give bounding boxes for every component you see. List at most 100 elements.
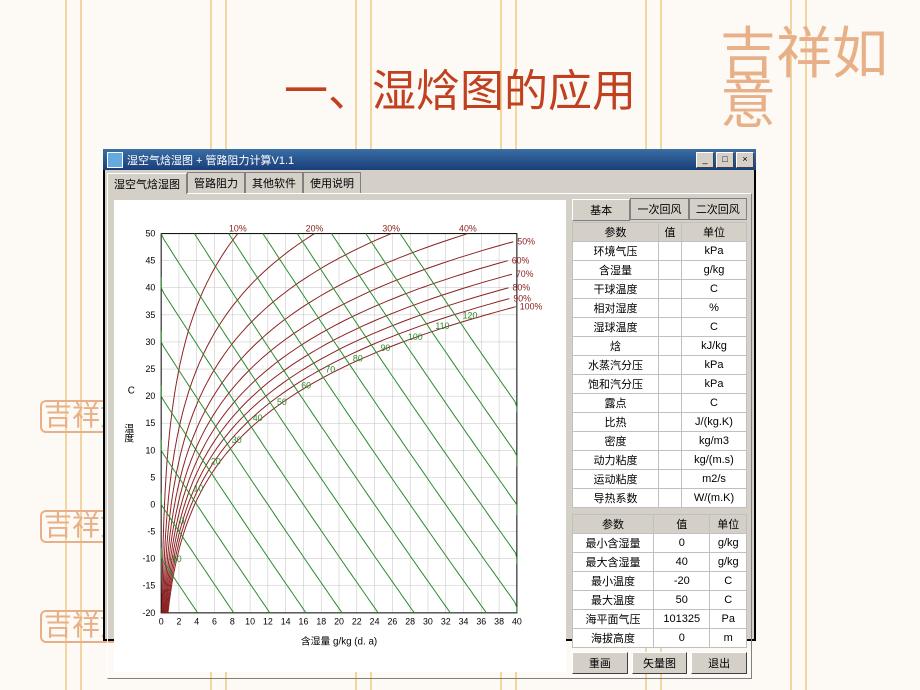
param-name: 密度 — [573, 432, 659, 451]
svg-text:40: 40 — [512, 617, 522, 627]
param-name: 露点 — [573, 394, 659, 413]
subtab-basic[interactable]: 基本 — [572, 199, 630, 221]
svg-text:36: 36 — [476, 617, 486, 627]
tab-other[interactable]: 其他软件 — [245, 172, 303, 193]
param-unit: C — [681, 394, 746, 413]
param-unit: kg/(m.s) — [681, 451, 746, 470]
param-value[interactable]: 101325 — [654, 610, 710, 629]
param-value — [659, 337, 682, 356]
table-row: 最小温度-20C — [573, 572, 747, 591]
redraw-button[interactable]: 重画 — [572, 652, 628, 674]
param-unit: Pa — [710, 610, 747, 629]
svg-text:80%: 80% — [512, 283, 530, 293]
param-unit: C — [681, 318, 746, 337]
svg-text:-10: -10 — [143, 554, 156, 564]
param-name: 焓 — [573, 337, 659, 356]
svg-text:10%: 10% — [229, 224, 247, 234]
param-value[interactable]: -20 — [654, 572, 710, 591]
svg-text:60: 60 — [301, 381, 311, 391]
param-unit: m — [710, 629, 747, 648]
param-value[interactable]: 0 — [654, 629, 710, 648]
svg-text:80: 80 — [353, 354, 363, 364]
subtab-primary[interactable]: 一次回风 — [630, 198, 688, 220]
svg-text:C: C — [128, 386, 135, 397]
param-unit: g/kg — [681, 261, 746, 280]
page-title: 一、湿焓图的应用 — [0, 55, 920, 119]
main-tabs: 湿空气焓湿图 管路阻力 其他软件 使用说明 — [105, 170, 754, 193]
tab-help[interactable]: 使用说明 — [303, 172, 361, 193]
param-name: 相对湿度 — [573, 299, 659, 318]
svg-text:38: 38 — [494, 617, 504, 627]
svg-text:-10: -10 — [169, 554, 182, 564]
client-area: 湿空气焓湿图 管路阻力 其他软件 使用说明 024681012141618202… — [105, 170, 754, 639]
table-row: 露点 C — [573, 394, 747, 413]
param-name: 饱和汽分压 — [573, 375, 659, 394]
table-row: 环境气压 kPa — [573, 242, 747, 261]
param-unit: kJ/kg — [681, 337, 746, 356]
param-name: 最小温度 — [573, 572, 654, 591]
svg-text:20%: 20% — [306, 224, 324, 234]
param-unit: kg/m3 — [681, 432, 746, 451]
minimize-button[interactable]: _ — [696, 152, 714, 168]
tab-psychro[interactable]: 湿空气焓湿图 — [107, 173, 187, 194]
range-table: 参数值单位最小含湿量0g/kg最大含湿量40g/kg最小温度-20C最大温度50… — [572, 514, 747, 648]
svg-text:110: 110 — [435, 321, 449, 331]
svg-text:16: 16 — [299, 617, 309, 627]
svg-text:18: 18 — [316, 617, 326, 627]
table-row: 最小含湿量0g/kg — [573, 534, 747, 553]
svg-text:温度: 温度 — [122, 423, 134, 444]
param-unit: W/(m.K) — [681, 489, 746, 508]
maximize-button[interactable]: □ — [716, 152, 734, 168]
vector-button[interactable]: 矢量图 — [632, 652, 688, 674]
psychrometric-chart[interactable]: 0246810121416182022242628303234363840-20… — [114, 200, 566, 672]
workarea: 0246810121416182022242628303234363840-20… — [107, 193, 752, 679]
col-header: 值 — [654, 515, 710, 534]
params-table: 参数值单位环境气压kPa含湿量g/kg干球温度C相对湿度%湿球温度C焓kJ/kg… — [572, 222, 747, 508]
button-row: 重画 矢量图 退出 — [572, 652, 747, 674]
param-value — [659, 451, 682, 470]
col-header: 参数 — [573, 515, 654, 534]
param-name: 含湿量 — [573, 261, 659, 280]
svg-text:0: 0 — [179, 516, 184, 526]
svg-text:30%: 30% — [382, 224, 400, 234]
svg-text:5: 5 — [150, 472, 155, 482]
param-value[interactable]: 0 — [654, 534, 710, 553]
subtab-secondary[interactable]: 二次回风 — [689, 198, 747, 220]
param-unit: m2/s — [681, 470, 746, 489]
svg-text:20: 20 — [334, 617, 344, 627]
svg-text:6: 6 — [212, 617, 217, 627]
tab-pipe[interactable]: 管路阻力 — [187, 172, 245, 193]
table-row: 动力粘度kg/(m.s) — [573, 451, 747, 470]
param-unit: C — [681, 280, 746, 299]
svg-text:15: 15 — [145, 418, 155, 428]
close-button[interactable]: × — [736, 152, 754, 168]
svg-text:40%: 40% — [459, 224, 477, 234]
param-value — [659, 242, 682, 261]
table-row: 含湿量 g/kg — [573, 261, 747, 280]
svg-text:0: 0 — [159, 617, 164, 627]
table-row: 相对湿度% — [573, 299, 747, 318]
param-name: 比热 — [573, 413, 659, 432]
svg-text:-15: -15 — [143, 581, 156, 591]
svg-text:10: 10 — [193, 484, 203, 494]
app-icon — [107, 152, 123, 168]
exit-button[interactable]: 退出 — [691, 652, 747, 674]
param-name: 环境气压 — [573, 242, 659, 261]
table-row: 最大温度50C — [573, 591, 747, 610]
app-window: 湿空气焓湿图 + 管路阻力计算V1.1 _ □ × 湿空气焓湿图 管路阻力 其他… — [103, 149, 756, 641]
param-value[interactable]: 50 — [654, 591, 710, 610]
svg-text:10: 10 — [245, 617, 255, 627]
svg-text:8: 8 — [230, 617, 235, 627]
svg-text:30: 30 — [423, 617, 433, 627]
param-value[interactable]: 40 — [654, 553, 710, 572]
titlebar[interactable]: 湿空气焓湿图 + 管路阻力计算V1.1 _ □ × — [103, 149, 756, 170]
table-row: 湿球温度C — [573, 318, 747, 337]
param-value — [659, 394, 682, 413]
col-header: 值 — [659, 223, 682, 242]
table-row: 导热系数W/(m.K) — [573, 489, 747, 508]
table-row: 焓 kJ/kg — [573, 337, 747, 356]
svg-text:10: 10 — [145, 445, 155, 455]
svg-text:20: 20 — [211, 457, 221, 467]
svg-text:32: 32 — [441, 617, 451, 627]
param-unit: kPa — [681, 242, 746, 261]
